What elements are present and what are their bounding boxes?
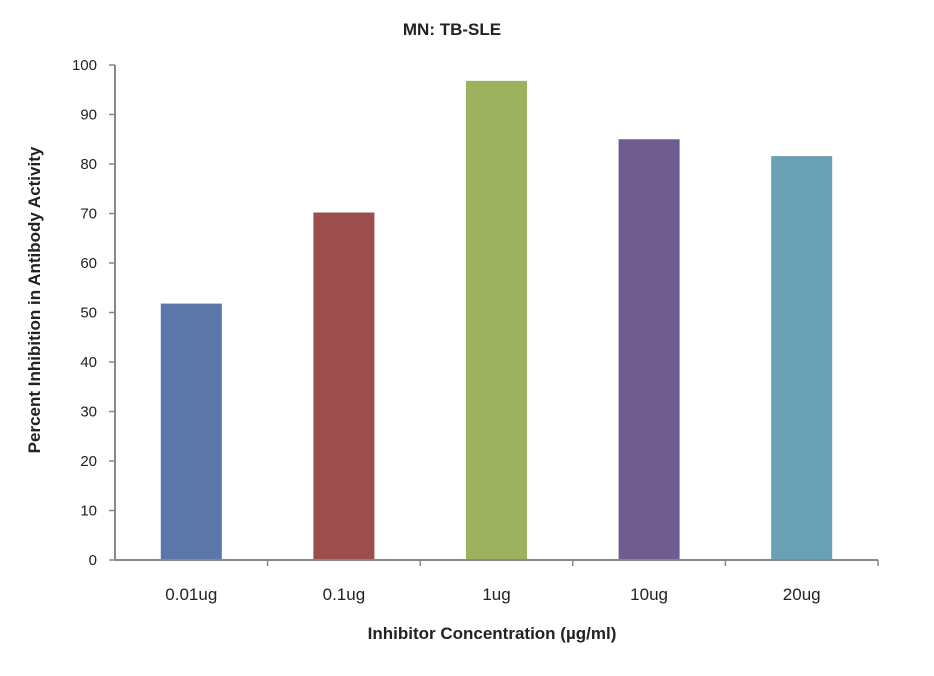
bar-group: [160, 80, 833, 560]
bar-0.1ug: [313, 212, 375, 560]
y-tick-label: 40: [80, 354, 97, 371]
x-category-label: 20ug: [783, 585, 821, 604]
y-tick-label: 20: [80, 453, 97, 470]
y-tick-label: 30: [80, 404, 97, 421]
x-category-label: 10ug: [630, 585, 668, 604]
y-tick-label: 0: [89, 552, 97, 569]
y-tick-label: 50: [80, 305, 97, 322]
bar-20ug: [771, 156, 833, 560]
y-tick-label: 70: [80, 206, 97, 223]
y-axis-ticks: 0 10 20 30 40 50 60 70 80 90 100: [72, 57, 115, 569]
x-axis-labels: 0.01ug 0.1ug 1ug 10ug 20ug: [165, 560, 879, 604]
y-tick-label: 10: [80, 503, 97, 520]
y-tick-label: 90: [80, 107, 97, 124]
y-tick-label: 100: [72, 57, 97, 74]
x-category-label: 1ug: [482, 585, 510, 604]
x-category-label: 0.01ug: [165, 585, 217, 604]
x-category-label: 0.1ug: [323, 585, 366, 604]
x-axis-title: Inhibitor Concentration (µg/ml): [368, 624, 617, 643]
bar-0.01ug: [160, 303, 222, 560]
bar-1ug: [466, 80, 527, 560]
chart-title: MN: TB-SLE: [403, 20, 501, 39]
y-axis-title: Percent Inhibition in Antibody Activity: [25, 146, 44, 453]
y-tick-label: 80: [80, 156, 97, 173]
y-tick-label: 60: [80, 255, 97, 272]
bar-10ug: [618, 139, 680, 560]
